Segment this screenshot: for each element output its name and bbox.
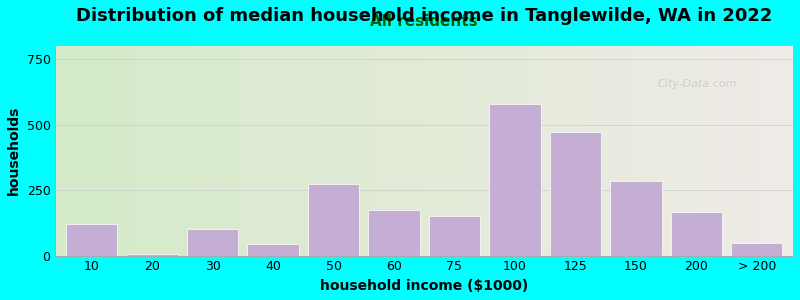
Bar [126,254,178,256]
Text: City-Data.com: City-Data.com [658,79,737,89]
Title: Distribution of median household income in Tanglewilde, WA in 2022: Distribution of median household income … [76,7,772,25]
Bar [429,216,480,256]
Bar [247,244,298,256]
Bar [731,242,782,256]
Text: All residents: All residents [370,14,478,29]
Bar [187,230,238,256]
Y-axis label: households: households [7,106,21,196]
Bar [610,181,662,256]
Bar [66,224,118,256]
Bar [490,103,541,256]
Bar [308,184,359,256]
X-axis label: household income ($1000): household income ($1000) [320,279,528,293]
Bar [550,132,601,256]
Bar [670,212,722,256]
Bar [368,210,420,256]
